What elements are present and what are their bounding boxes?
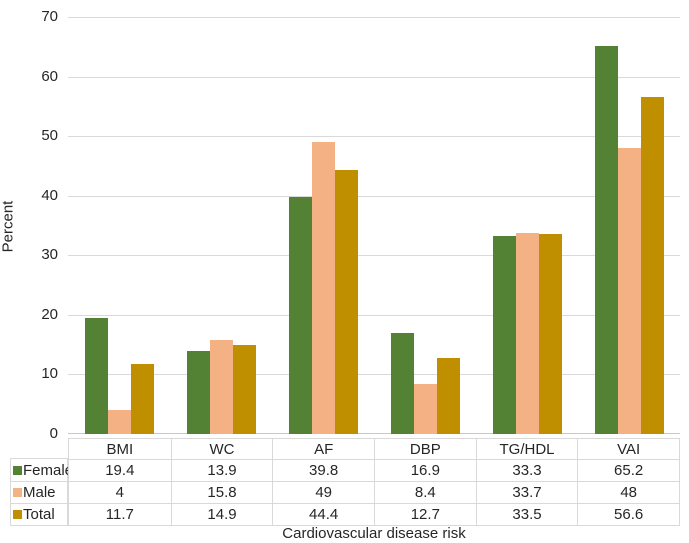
y-tick-label-50: 50 — [41, 127, 58, 145]
y-tick-label-0: 0 — [49, 425, 58, 442]
bar-total-wc — [232, 345, 256, 434]
bar-total-bmi — [130, 364, 154, 434]
y-tick-label-30: 30 — [41, 246, 58, 264]
value-total-bmi: 11.7 — [69, 503, 171, 525]
y-tick-label-60: 60 — [41, 67, 58, 85]
value-male-bmi: 4 — [69, 481, 171, 503]
y-tick-label-10: 10 — [41, 365, 58, 383]
legend-row-female: Female — [11, 459, 73, 481]
legend-row-male: Male — [11, 481, 67, 503]
legend-swatch-female-icon — [13, 465, 22, 475]
value-male-dbp: 8.4 — [373, 481, 476, 503]
value-male-vai: 48 — [577, 481, 679, 503]
gridline-70 — [68, 17, 680, 18]
value-female-af: 39.8 — [272, 459, 374, 481]
legend-label-male: Male — [23, 484, 56, 501]
legend-swatch-total-icon — [13, 510, 22, 519]
category-header-vai: VAI — [577, 439, 679, 459]
y-tick-label-70: 70 — [41, 8, 58, 25]
bar-male-vai — [617, 148, 641, 434]
value-female-bmi: 19.4 — [69, 459, 171, 481]
bar-total-tg-hdl — [538, 234, 562, 434]
value-male-wc: 15.8 — [170, 481, 273, 503]
value-total-vai: 56.6 — [577, 503, 679, 525]
gridline-50 — [68, 136, 680, 138]
plot-area — [68, 17, 680, 434]
legend-swatch-male-icon — [13, 488, 22, 497]
category-header-tg-hdl: TG/HDL — [475, 439, 578, 459]
value-female-dbp: 16.9 — [373, 459, 476, 481]
gridline-30 — [68, 255, 680, 257]
category-header-af: AF — [272, 439, 374, 459]
value-male-af: 49 — [272, 481, 374, 503]
value-female-vai: 65.2 — [577, 459, 679, 481]
bar-male-af — [311, 142, 335, 434]
category-header-wc: WC — [170, 439, 273, 459]
legend-label-total: Total — [23, 506, 55, 523]
bar-total-vai — [640, 96, 664, 434]
legend: Female Male Total — [10, 458, 73, 526]
legend-label-female: Female — [23, 461, 74, 479]
category-header-dbp: DBP — [373, 439, 476, 459]
bar-male-tg-hdl — [515, 233, 539, 434]
y-tick-label-40: 40 — [41, 186, 58, 204]
bar-male-wc — [209, 339, 233, 434]
x-axis-line — [68, 433, 680, 434]
bar-male-dbp — [413, 383, 437, 434]
gridline-20 — [68, 314, 680, 316]
value-female-tg-hdl: 33.3 — [475, 459, 578, 481]
value-female-wc: 13.9 — [170, 459, 273, 481]
bar-total-af — [334, 169, 358, 434]
x-axis-title: Cardiovascular disease risk — [282, 525, 466, 542]
y-tick-label-20: 20 — [41, 305, 58, 323]
value-total-dbp: 12.7 — [373, 503, 476, 525]
value-total-wc: 14.9 — [170, 503, 273, 525]
bar-female-wc — [186, 351, 210, 434]
gridline-10 — [68, 374, 680, 376]
category-header-bmi: BMI — [106, 440, 134, 458]
bar-female-bmi — [84, 318, 108, 434]
bar-female-vai — [594, 45, 618, 434]
gridline-60 — [68, 76, 680, 78]
bar-total-dbp — [436, 358, 460, 434]
data-table: BMI WC AF DBP TG/HDL VAI 19.4 13.9 39.8 16.9 33.3 6… — [68, 438, 680, 526]
value-male-tg-hdl: 33.7 — [475, 481, 578, 503]
gridline-40 — [68, 195, 680, 197]
value-total-tg-hdl: 33.5 — [475, 503, 578, 525]
bar-female-af — [288, 196, 312, 434]
value-total-af: 44.4 — [272, 503, 374, 525]
bar-female-tg-hdl — [492, 235, 516, 434]
legend-row-total: Total — [11, 503, 67, 525]
bar-male-bmi — [107, 410, 131, 434]
bar-female-dbp — [390, 333, 414, 434]
